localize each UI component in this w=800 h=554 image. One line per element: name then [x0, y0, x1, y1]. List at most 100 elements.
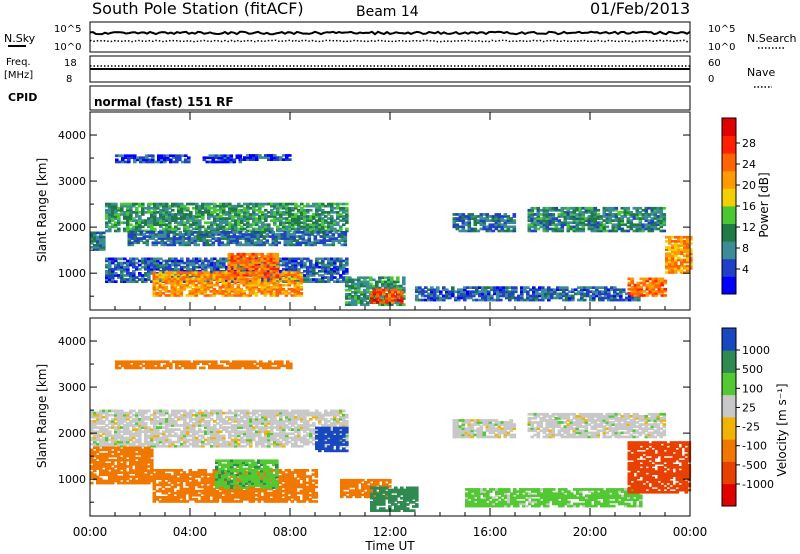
heatmap-cell: [133, 233, 138, 236]
heatmap-cell: [671, 269, 675, 272]
heatmap-cell: [387, 286, 391, 290]
heatmap-cell: [153, 223, 157, 227]
heatmap-cell: [102, 235, 106, 239]
heatmap-cell: [242, 277, 247, 281]
heatmap-cell: [126, 206, 130, 210]
heatmap-cell: [300, 261, 304, 265]
heatmap-cell: [111, 259, 115, 263]
heatmap-cell: [232, 235, 237, 238]
heatmap-cell: [123, 267, 127, 271]
heatmap-cell: [321, 208, 325, 212]
heatmap-cell: [158, 281, 163, 285]
heatmap-cell: [390, 286, 394, 290]
heatmap-cell: [266, 267, 271, 271]
heatmap-cell: [192, 261, 196, 265]
heatmap-cell: [485, 217, 490, 220]
heatmap-cell: [230, 271, 235, 274]
heatmap-cell: [340, 231, 345, 234]
heatmap-cell: [230, 277, 235, 281]
heatmap-cell: [135, 206, 139, 210]
heatmap-cell: [156, 436, 160, 440]
heatmap-cell: [222, 208, 226, 212]
heatmap-cell: [135, 415, 139, 419]
heatmap-cell: [319, 241, 324, 245]
heatmap-cell: [150, 263, 154, 267]
heatmap-cell: [357, 301, 361, 304]
heatmap-cell: [111, 417, 115, 421]
heatmap-cell: [213, 444, 217, 448]
heatmap-cell: [210, 259, 214, 263]
heatmap-cell: [327, 265, 331, 269]
heatmap-cell: [147, 428, 151, 431]
heatmap-cell: [162, 422, 166, 425]
heatmap-cell: [163, 156, 167, 160]
heatmap-cell: [535, 294, 539, 298]
heatmap-cell: [261, 204, 265, 208]
heatmap-cell: [260, 271, 265, 275]
heatmap-cell: [105, 438, 109, 442]
heatmap-cell: [166, 237, 171, 240]
heatmap-cell: [479, 219, 484, 222]
heatmap-cell: [461, 225, 466, 229]
heatmap-cell: [222, 211, 226, 214]
heatmap-cell: [198, 208, 202, 212]
heatmap-cell: [249, 280, 253, 283]
heatmap-cell: [485, 225, 490, 229]
heatmap-cell: [598, 294, 602, 298]
heatmap-cell: [482, 227, 487, 231]
heatmap-cell: [249, 156, 253, 159]
heatmap-cell: [342, 267, 346, 271]
heatmap-cell: [282, 257, 286, 261]
heatmap-cell: [275, 269, 280, 273]
heatmap-cell: [400, 298, 404, 302]
heatmap-cell: [132, 272, 136, 275]
heatmap-cell: [418, 286, 422, 289]
heatmap-cell: [625, 296, 629, 300]
heatmap-cell: [246, 156, 250, 159]
heatmap-cell: [487, 294, 491, 298]
heatmap-cell: [243, 156, 247, 159]
heatmap-cell: [424, 286, 428, 289]
heatmap-cell: [238, 231, 243, 234]
heatmap-cell: [280, 233, 285, 236]
heatmap-cell: [254, 271, 259, 274]
heatmap-cell: [536, 223, 541, 227]
heatmap-cell: [144, 219, 148, 222]
heatmap-cell: [157, 154, 161, 158]
heatmap-cell: [129, 415, 133, 419]
heatmap-cell: [105, 215, 109, 218]
heatmap-cell: [93, 422, 97, 425]
heatmap-cell: [445, 294, 449, 298]
heatmap-cell: [455, 219, 460, 222]
heatmap-cell: [539, 217, 544, 220]
heatmap-cell: [373, 301, 377, 304]
heatmap-cell: [289, 241, 294, 245]
heatmap-cell: [212, 273, 217, 277]
heatmap-cell: [165, 217, 169, 220]
heatmap-cell: [578, 223, 583, 227]
heatmap-cell: [541, 294, 545, 298]
heatmap-cell: [662, 221, 667, 225]
heatmap-cell: [475, 292, 479, 296]
heatmap-cell: [253, 233, 258, 236]
heatmap-cell: [671, 244, 675, 247]
heatmap-cell: [378, 295, 382, 298]
heatmap-cell: [126, 265, 130, 269]
heatmap-cell: [297, 261, 301, 265]
heatmap-cell: [263, 261, 268, 264]
heatmap-cell: [245, 271, 250, 275]
heatmap-cell: [199, 231, 204, 234]
heatmap-cell: [224, 271, 229, 274]
heatmap-cell: [181, 239, 186, 242]
heatmap-cell: [198, 213, 202, 216]
heatmap-cell: [509, 217, 514, 220]
heatmap-cell: [571, 288, 575, 292]
heatmap-cell: [639, 277, 644, 281]
heatmap-cell: [309, 227, 313, 231]
heatmap-cell: [291, 257, 295, 261]
heatmap-cell: [568, 294, 572, 298]
heatmap-cell: [141, 276, 145, 279]
heatmap-cell: [115, 160, 119, 164]
heatmap-cell: [650, 219, 655, 222]
heatmap-cell: [218, 277, 223, 281]
